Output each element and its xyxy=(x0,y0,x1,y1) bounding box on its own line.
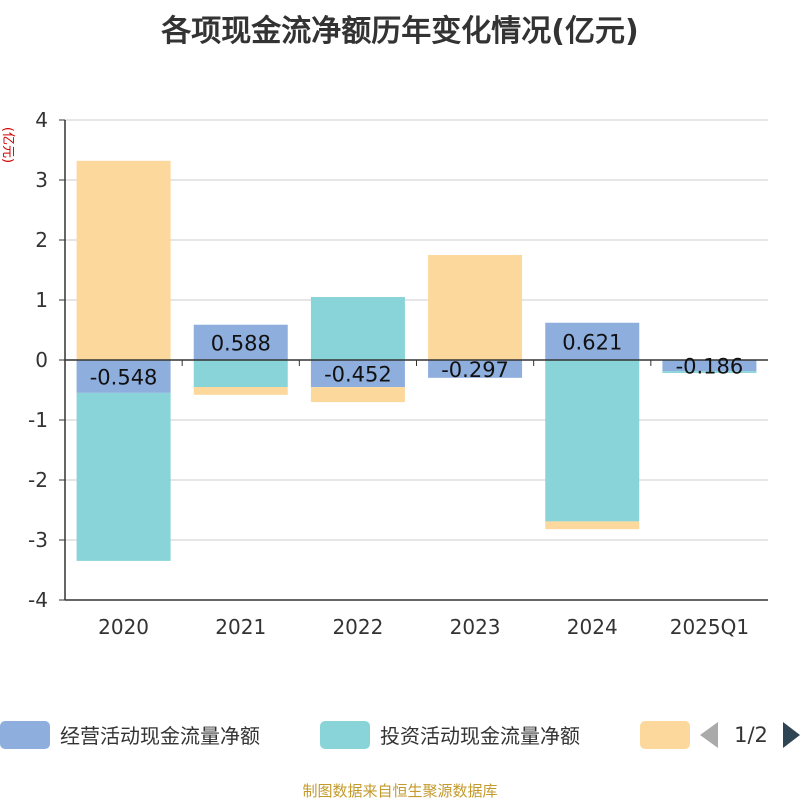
pager-prev-icon[interactable] xyxy=(700,722,718,748)
legend: 经营活动现金流量净额 投资活动现金流量净额 1/2 xyxy=(0,721,800,749)
legend-label-2: 投资活动现金流量净额 xyxy=(380,724,580,748)
bar-series2-2020 xyxy=(76,392,171,561)
data-label-2021: 0.588 xyxy=(211,331,271,355)
legend-swatch-2 xyxy=(320,721,370,749)
bar-series3-2021 xyxy=(193,387,288,395)
data-source-note: 制图数据来自恒生聚源数据库 xyxy=(302,782,498,800)
legend-label-1: 经营活动现金流量净额 xyxy=(60,724,260,748)
bar-series1-2022 xyxy=(310,360,405,388)
x-tick-label: 2025Q1 xyxy=(670,615,749,639)
bar-series3-2023 xyxy=(428,255,523,360)
x-tick-label: 2021 xyxy=(215,615,266,639)
x-tick-label: 2023 xyxy=(450,615,501,639)
y-tick-label: 2 xyxy=(35,228,48,252)
x-tick-label: 2024 xyxy=(567,615,618,639)
data-label-2022: -0.452 xyxy=(324,363,392,387)
y-tick-label: 3 xyxy=(35,168,48,192)
x-tick-label: 2022 xyxy=(332,615,383,639)
y-tick-label: 1 xyxy=(35,288,48,312)
y-tick-label: -2 xyxy=(28,468,48,492)
legend-swatch-3 xyxy=(640,721,690,749)
bar-series2-2022 xyxy=(310,297,405,360)
bar-series1-2025Q1 xyxy=(662,360,757,372)
bar-series3-2022 xyxy=(310,387,405,403)
bar-series2-2021 xyxy=(193,360,288,387)
x-tick-label: 2020 xyxy=(98,615,149,639)
y-tick-label: -1 xyxy=(28,408,48,432)
bar-series1-2023 xyxy=(428,360,523,378)
legend-pager-text: 1/2 xyxy=(734,723,768,747)
bar-series1-2021 xyxy=(193,324,288,360)
data-label-2025Q1: -0.186 xyxy=(676,355,744,379)
bar-series1-2020 xyxy=(76,360,171,393)
bar-series1-2024 xyxy=(545,322,640,360)
chart-title: 各项现金流净额历年变化情况(亿元) xyxy=(161,14,639,49)
legend-swatch-1 xyxy=(0,721,50,749)
y-tick-label: 4 xyxy=(35,108,48,132)
data-label-2020: -0.548 xyxy=(90,365,158,389)
y-tick-label: 0 xyxy=(35,348,48,372)
data-label-2023: -0.297 xyxy=(441,358,509,382)
y-axis-unit: (亿元) xyxy=(0,127,15,163)
data-label-2024: 0.621 xyxy=(562,330,622,354)
bar-series2-2024 xyxy=(545,360,640,522)
bar-series3-2024 xyxy=(545,521,640,530)
bar-series2-2025Q1 xyxy=(662,371,757,373)
bar-series3-2020 xyxy=(76,160,171,360)
pager-next-icon[interactable] xyxy=(783,722,800,748)
y-tick-label: -4 xyxy=(28,588,48,612)
y-tick-label: -3 xyxy=(28,528,48,552)
